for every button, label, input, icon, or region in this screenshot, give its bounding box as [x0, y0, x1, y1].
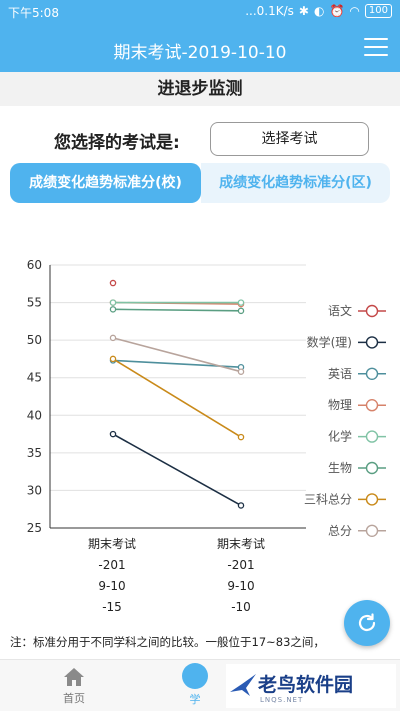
menu-icon[interactable] [364, 38, 388, 58]
legend-marker [365, 461, 379, 475]
mute-icon: ◐ [313, 4, 325, 18]
watermark: 老鸟软件园 LNQS.NET [226, 664, 396, 708]
note-text: 注：标准分用于不同学科之间的比较。一般位于17~83之间， [10, 635, 325, 649]
exam-column-1: 期末考试 -201 9-10 -15 [62, 534, 162, 618]
y-tick-label: 40 [27, 408, 42, 422]
data-point [237, 502, 245, 509]
y-tick-label: 50 [27, 333, 42, 347]
status-icons: ...0.1K/s ✱ ◐ ⏰ ◠ 100 [245, 4, 392, 18]
exam-date-part: -201 [98, 558, 126, 572]
refresh-button[interactable] [344, 600, 390, 646]
status-bar: 下午5:08 ...0.1K/s ✱ ◐ ⏰ ◠ 100 [0, 0, 400, 24]
exam-date-part: -201 [227, 558, 255, 572]
data-point [109, 279, 117, 287]
exam-select-label: 您选择的考试是: [54, 133, 180, 153]
y-tick-label: 45 [27, 371, 42, 385]
watermark-text: 老鸟软件园 [258, 674, 354, 696]
y-tick-label: 60 [27, 258, 42, 272]
nav-home[interactable]: 首页 [34, 660, 114, 711]
legend-marker [365, 304, 379, 318]
status-time: 下午5:08 [8, 6, 59, 20]
legend-marker [365, 336, 379, 349]
nav-center[interactable]: 学 [155, 660, 235, 711]
legend-marker [365, 367, 379, 381]
bird-logo-icon [230, 674, 256, 696]
legend-marker [365, 493, 379, 506]
data-point [109, 334, 117, 342]
exam-column-2: 期末考试 -201 9-10 -10 [191, 534, 291, 618]
series-line [112, 358, 242, 438]
alarm-icon: ⏰ [329, 4, 345, 18]
watermark-sub: LNQS.NET [260, 696, 304, 704]
data-point [237, 299, 245, 306]
select-exam-button[interactable]: 选择考试 [210, 122, 369, 156]
data-point [109, 355, 117, 363]
nav-home-label: 首页 [63, 692, 85, 705]
data-point [237, 368, 245, 375]
battery-icon: 100 [364, 4, 392, 18]
legend-label: 总分 [328, 524, 352, 538]
exam-date-part: -15 [102, 600, 122, 614]
refresh-icon [358, 613, 376, 632]
y-tick-label: 55 [27, 296, 42, 310]
exam-date-part: -10 [231, 600, 251, 614]
exam-name: 期末考试 [87, 537, 136, 551]
legend-label: 英语 [328, 367, 352, 381]
data-point [237, 433, 245, 441]
y-tick-label: 30 [27, 483, 42, 497]
exam-date-part: 9-10 [98, 579, 126, 593]
data-point [109, 299, 117, 306]
legend-marker [365, 398, 379, 412]
series-line [112, 433, 242, 507]
data-point [109, 430, 117, 438]
app-header: 期末考试-2019-10-10 [0, 24, 400, 72]
nav-center-label: 学 [189, 693, 201, 706]
section-title: 进退步监测 [0, 72, 400, 106]
home-icon [64, 668, 84, 686]
data-point [237, 307, 245, 315]
exam-date-part: 9-10 [227, 579, 255, 593]
wifi-icon: ◠ [349, 4, 360, 18]
legend-label: 三科总分 [304, 492, 352, 506]
y-tick-label: 35 [27, 446, 42, 460]
y-tick-label: 25 [27, 521, 42, 535]
legend-label: 化学 [328, 429, 352, 444]
tab-district-trend[interactable]: 成绩变化趋势标准分(区) [201, 163, 390, 203]
center-tab-icon [182, 663, 208, 689]
exam-name: 期末考试 [216, 537, 265, 551]
series-line [112, 337, 242, 373]
legend-label: 数学(理) [307, 334, 352, 349]
network-speed: ...0.1K/s [245, 4, 294, 18]
legend-marker [365, 430, 379, 443]
legend-label: 生物 [328, 461, 352, 475]
legend-label: 物理 [328, 398, 352, 412]
legend-label: 语文 [328, 303, 352, 318]
bluetooth-icon: ✱ [298, 4, 309, 18]
tab-school-trend[interactable]: 成绩变化趋势标准分(校) [10, 163, 201, 203]
series-line [112, 308, 242, 312]
page-title: 期末考试-2019-10-10 [113, 43, 287, 63]
data-point [109, 306, 117, 313]
legend-marker [365, 524, 379, 537]
